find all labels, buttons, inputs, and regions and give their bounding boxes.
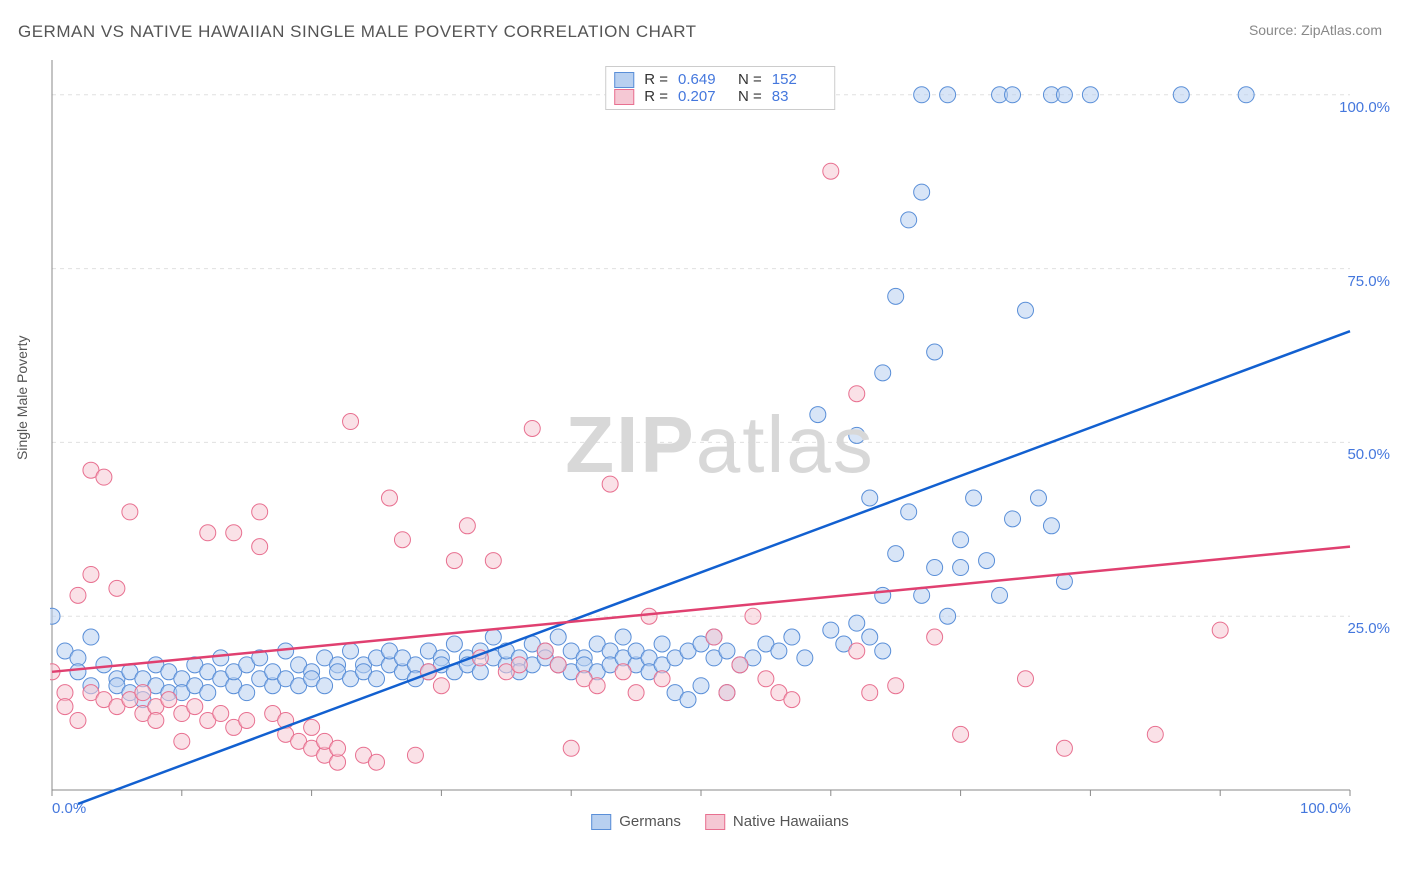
n-value: 83 [772,88,822,105]
y-axis-label: Single Male Poverty [14,335,30,460]
legend-series-item: Germans [591,813,681,830]
legend-correlation: R = 0.649 N = 152 R = 0.207 N = 83 [605,66,835,110]
legend-correlation-row: R = 0.649 N = 152 [614,71,822,88]
y-tick-label: 25.0% [1347,620,1390,637]
source-label: Source: ZipAtlas.com [1249,22,1382,38]
n-label: N = [738,88,762,105]
legend-swatch [705,814,725,830]
r-label: R = [644,88,668,105]
scatter-plot [50,60,1390,830]
n-label: N = [738,71,762,88]
x-tick-label: 100.0% [1300,800,1351,817]
r-value: 0.207 [678,88,728,105]
legend-label: Germans [619,813,681,830]
legend-label: Native Hawaiians [733,813,849,830]
n-value: 152 [772,71,822,88]
y-tick-label: 100.0% [1339,99,1390,116]
legend-swatch [614,89,634,105]
legend-swatch [614,72,634,88]
y-tick-label: 50.0% [1347,446,1390,463]
y-tick-label: 75.0% [1347,273,1390,290]
x-tick-label: 0.0% [52,800,86,817]
r-label: R = [644,71,668,88]
chart-title: GERMAN VS NATIVE HAWAIIAN SINGLE MALE PO… [18,22,697,42]
r-value: 0.649 [678,71,728,88]
legend-series-item: Native Hawaiians [705,813,849,830]
legend-series: Germans Native Hawaiians [591,813,849,830]
legend-correlation-row: R = 0.207 N = 83 [614,88,822,105]
legend-swatch [591,814,611,830]
chart-area: Single Male Poverty ZIPatlas R =0.649N =… [50,60,1390,830]
